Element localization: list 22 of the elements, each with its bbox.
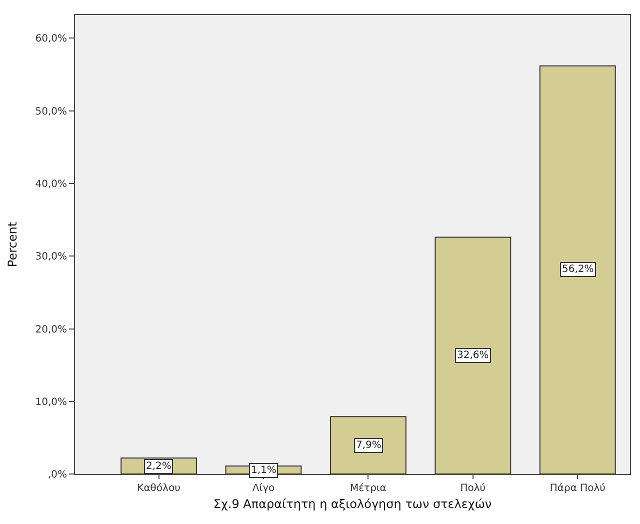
y-tick-label: 60,0% <box>35 34 67 45</box>
data-label: 56,2% <box>562 264 594 275</box>
y-tick-label: 10,0% <box>35 396 67 408</box>
bar <box>539 65 616 474</box>
data-label: 1,1% <box>251 465 276 476</box>
x-tick-label: Πάρα Πολύ <box>550 483 606 494</box>
x-tick-label: Καθόλου <box>137 483 181 494</box>
bar <box>434 236 512 474</box>
x-tick-label: Μέτρια <box>350 483 387 494</box>
y-axis-title: Percent <box>6 222 20 268</box>
y-tick-label: 50,0% <box>35 106 67 118</box>
x-axis-title: Σχ.9 Απαραίτητη η αξιολόγηση των στελεχών <box>213 496 492 511</box>
x-tick-label: Πολύ <box>460 483 486 494</box>
data-label: 7,9% <box>356 440 382 451</box>
y-tick-label: 40,0% <box>35 178 67 190</box>
y-tick-label: ,0% <box>48 470 67 480</box>
data-label: 2,2% <box>146 461 172 472</box>
bar <box>330 416 406 474</box>
x-tick-label: Λίγο <box>252 483 275 494</box>
data-label: 32,6% <box>457 350 489 361</box>
y-tick-label: 20,0% <box>35 324 67 336</box>
y-tick-label: 30,0% <box>35 252 67 263</box>
